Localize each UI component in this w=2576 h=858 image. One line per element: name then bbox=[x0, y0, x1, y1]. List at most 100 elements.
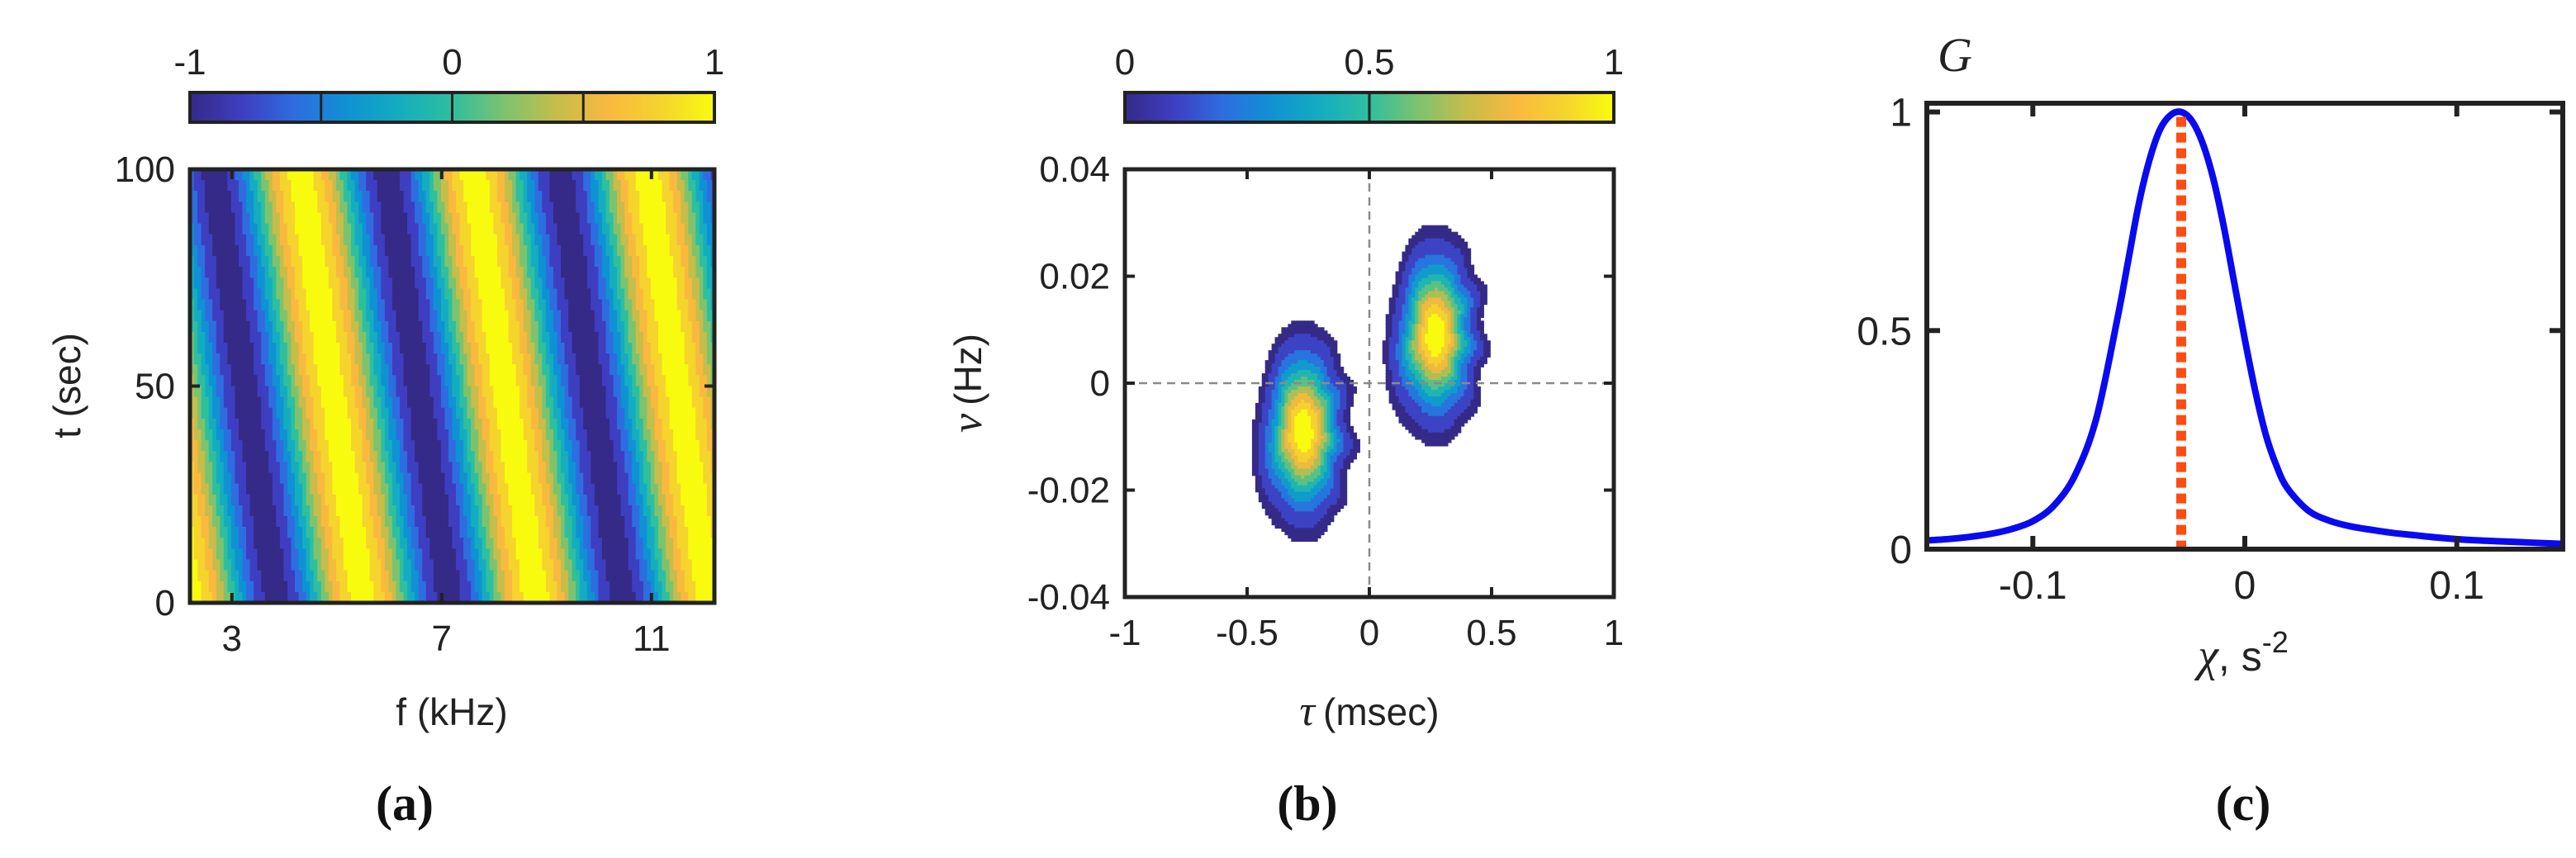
heatmap-cell bbox=[220, 191, 225, 203]
heatmap-cell bbox=[391, 244, 397, 257]
heatmap-cell bbox=[261, 440, 266, 453]
heatmap-cell bbox=[276, 277, 281, 290]
heatmap-cell bbox=[684, 418, 690, 430]
heatmap-cell bbox=[332, 277, 337, 290]
heatmap-cell bbox=[482, 277, 487, 290]
heatmap-cell bbox=[527, 505, 532, 517]
heatmap-cell bbox=[381, 267, 386, 279]
heatmap-cell bbox=[205, 538, 210, 550]
heatmap-cell bbox=[437, 429, 442, 441]
heatmap-cell bbox=[197, 451, 202, 463]
heatmap-cell bbox=[279, 244, 285, 257]
heatmap-cell bbox=[681, 364, 686, 377]
heatmap-cell bbox=[676, 418, 681, 430]
heatmap-cell bbox=[463, 386, 468, 398]
heatmap-cell bbox=[617, 527, 622, 539]
heatmap-cell bbox=[695, 386, 700, 398]
heatmap-cell bbox=[208, 244, 214, 257]
heatmap-cell bbox=[384, 299, 390, 311]
heatmap-cell bbox=[557, 407, 562, 420]
heatmap-cell bbox=[703, 256, 708, 268]
heatmap-cell bbox=[489, 483, 495, 495]
heatmap-cell bbox=[354, 201, 359, 214]
heatmap-cell bbox=[287, 234, 292, 246]
heatmap-cell bbox=[388, 472, 393, 485]
heatmap-cell bbox=[313, 201, 319, 214]
heatmap-cell bbox=[463, 299, 468, 311]
heatmap-cell bbox=[628, 212, 633, 225]
heatmap-cell bbox=[216, 288, 221, 301]
heatmap-cell bbox=[538, 375, 543, 387]
heatmap-cell bbox=[440, 234, 446, 246]
heatmap-cell bbox=[422, 201, 427, 214]
heatmap-cell bbox=[249, 396, 254, 409]
heatmap-cell bbox=[586, 244, 592, 257]
heatmap-cell bbox=[418, 407, 424, 420]
heatmap-cell bbox=[400, 516, 405, 528]
heatmap-cell bbox=[410, 310, 415, 322]
heatmap-cell bbox=[440, 320, 446, 333]
heatmap-cell bbox=[474, 472, 480, 485]
heatmap-cell bbox=[291, 180, 296, 192]
heatmap-cell bbox=[654, 483, 659, 495]
heatmap-cell bbox=[519, 451, 524, 463]
heatmap-cell bbox=[369, 169, 375, 181]
heatmap-cell bbox=[366, 191, 371, 203]
heatmap-cell bbox=[654, 462, 659, 474]
heatmap-cell bbox=[208, 538, 214, 550]
heatmap-cell bbox=[478, 223, 483, 235]
heatmap-cell bbox=[662, 407, 667, 420]
heatmap-cell bbox=[298, 440, 303, 453]
heatmap-cell bbox=[471, 472, 476, 485]
heatmap-cell bbox=[605, 244, 610, 257]
heatmap-cell bbox=[688, 505, 693, 517]
heatmap-cell bbox=[238, 212, 244, 225]
heatmap-cell bbox=[369, 212, 375, 225]
heatmap-cell bbox=[362, 212, 367, 225]
heatmap-cell bbox=[676, 505, 681, 517]
heatmap-cell bbox=[673, 353, 678, 366]
heatmap-cell bbox=[320, 429, 326, 441]
heatmap-cell bbox=[576, 256, 581, 268]
heatmap-cell bbox=[591, 386, 595, 398]
heatmap-cell bbox=[681, 386, 686, 398]
heatmap-cell bbox=[320, 310, 326, 322]
heatmap-cell bbox=[205, 494, 210, 506]
heatmap-cell bbox=[320, 375, 326, 387]
heatmap-cell bbox=[572, 201, 576, 214]
heatmap-cell bbox=[400, 223, 405, 235]
heatmap-cell bbox=[538, 320, 543, 333]
heatmap-cell bbox=[403, 267, 408, 279]
heatmap-cell bbox=[208, 472, 214, 485]
heatmap-cell bbox=[684, 223, 690, 235]
heatmap-cell bbox=[493, 386, 498, 398]
heatmap-cell bbox=[669, 169, 674, 181]
heatmap-cell bbox=[591, 418, 595, 430]
heatmap-cell bbox=[306, 320, 311, 333]
heatmap-cell bbox=[298, 299, 303, 311]
heatmap-cell bbox=[561, 331, 566, 344]
heatmap-cell bbox=[254, 277, 259, 290]
heatmap-cell bbox=[474, 223, 480, 235]
heatmap-cell bbox=[586, 538, 592, 550]
heatmap-cell bbox=[223, 353, 229, 366]
heatmap-cell bbox=[706, 353, 712, 366]
heatmap-cell bbox=[391, 364, 397, 377]
heatmap-cell bbox=[381, 451, 386, 463]
heatmap-cell bbox=[594, 256, 600, 268]
heatmap-cell bbox=[586, 516, 592, 528]
heatmap-cell bbox=[605, 320, 610, 333]
heatmap-cell bbox=[564, 331, 569, 344]
heatmap-cell bbox=[474, 505, 480, 517]
heatmap-cell bbox=[227, 256, 232, 268]
heatmap-cell bbox=[545, 256, 551, 268]
heatmap-cell bbox=[246, 310, 251, 322]
heatmap-cell bbox=[328, 320, 334, 333]
heatmap-cell bbox=[591, 429, 595, 441]
heatmap-cell bbox=[335, 244, 341, 257]
heatmap-cell bbox=[643, 277, 648, 290]
heatmap-cell bbox=[268, 548, 273, 561]
heatmap-cell bbox=[654, 288, 659, 301]
heatmap-cell bbox=[624, 191, 629, 203]
heatmap-cell bbox=[410, 256, 415, 268]
